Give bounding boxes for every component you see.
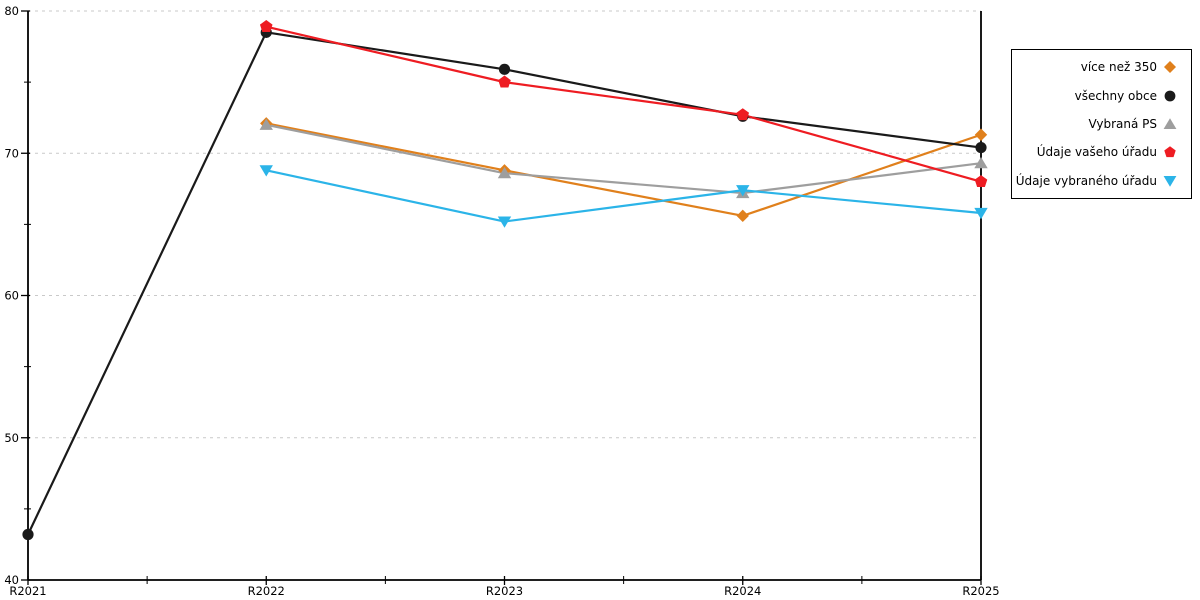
data-point-s2-R2023 (497, 166, 512, 179)
legend-item-3: Údaje vašeho úřadu (1016, 145, 1177, 159)
triangle-down-icon (1163, 175, 1177, 187)
data-point-s1-R2023 (498, 63, 511, 75)
data-point-s4-R2022 (259, 165, 273, 177)
circle-icon (1164, 90, 1176, 101)
pentagon-icon (1164, 146, 1176, 158)
legend-label: Vybraná PS (1088, 116, 1157, 131)
legend-label: více než 350 (1080, 60, 1157, 75)
legend-label: všechny obce (1074, 88, 1157, 103)
legend-label: Údaje vybraného úřadu (1015, 173, 1157, 188)
legend-item-1: všechny obce (1016, 89, 1177, 103)
legend: více než 350 všechny obce Vybraná PS Údaje … (1011, 49, 1192, 199)
x-axis-label-R2022: R2022 (248, 584, 285, 598)
legend-label: Údaje vašeho úřadu (1036, 145, 1157, 160)
data-point-s0-R2025 (974, 128, 988, 141)
y-axis-label-40: 40 (4, 573, 19, 587)
x-axis-label-R2025: R2025 (962, 584, 999, 598)
series-line-3 (266, 25, 982, 183)
diamond-icon (1164, 61, 1176, 74)
data-point-s3-R2024 (736, 108, 750, 121)
series-line-4 (266, 169, 982, 223)
data-point-s3-R2022 (259, 20, 273, 32)
y-axis-label-50: 50 (4, 431, 19, 445)
x-axis-label-R2023: R2023 (486, 584, 523, 598)
series-line-1 (27, 31, 982, 535)
data-point-s2-R2022 (259, 118, 273, 130)
data-point-s4-R2025 (974, 207, 988, 220)
data-point-s4-R2024 (736, 185, 750, 197)
x-axis-label-R2021: R2021 (9, 584, 46, 598)
legend-item-4: Údaje vybraného úřadu (1016, 174, 1177, 188)
series-line-0 (266, 122, 982, 217)
legend-item-2: Vybraná PS (1016, 117, 1177, 131)
y-axis-label-70: 70 (4, 146, 19, 160)
y-axis-label-80: 80 (4, 4, 19, 18)
data-point-s3-R2023 (498, 75, 511, 88)
x-axis-label-R2024: R2024 (724, 584, 761, 598)
series-line-2 (266, 123, 982, 195)
data-point-s4-R2023 (497, 216, 512, 228)
data-point-s2-R2025 (974, 157, 988, 169)
y-axis-label-60: 60 (4, 289, 19, 303)
triangle-up-icon (1163, 118, 1177, 129)
data-point-s1-R2025 (975, 141, 987, 154)
data-point-s0-R2024 (736, 209, 749, 223)
data-point-s1-R2021 (22, 528, 34, 541)
legend-item-0: více než 350 (1016, 60, 1177, 74)
data-point-s3-R2025 (974, 175, 988, 188)
